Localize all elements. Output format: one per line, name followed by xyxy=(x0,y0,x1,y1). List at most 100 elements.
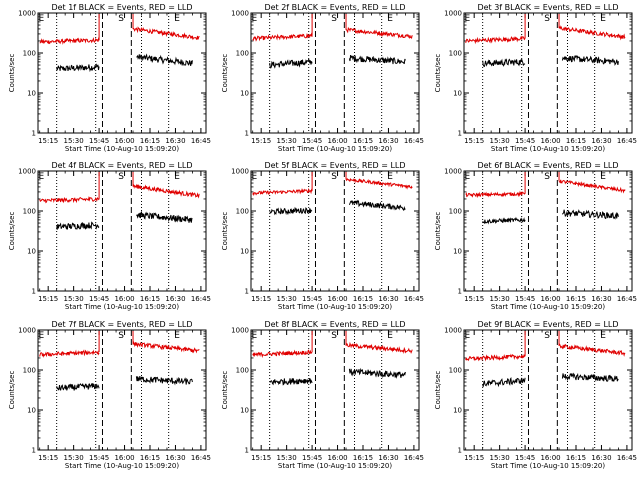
y-tick-label: 10 xyxy=(453,407,462,415)
x-tick-label: 16:45 xyxy=(617,295,637,303)
y-tick-label: 100 xyxy=(23,50,36,58)
x-tick-label: 15:30 xyxy=(64,137,84,145)
x-tick-label: 16:00 xyxy=(540,295,560,303)
phase-marker-label: S xyxy=(331,172,337,182)
x-tick-label: 15:45 xyxy=(515,454,535,462)
x-axis-label: Start Time (10-Aug-10 15:09:20) xyxy=(65,303,179,311)
x-tick-label: 16:15 xyxy=(566,454,586,462)
x-tick-label: 16:00 xyxy=(114,295,134,303)
panel-title: Det 4f BLACK = Events, RED = LLD xyxy=(51,161,192,170)
x-tick-label: 15:30 xyxy=(64,295,84,303)
events-series-line xyxy=(348,367,406,379)
panel-title: Det 7f BLACK = Events, RED = LLD xyxy=(51,320,192,329)
phase-marker-label: E xyxy=(39,331,45,341)
x-tick-label: 15:45 xyxy=(89,295,109,303)
x-tick-label: 15:15 xyxy=(464,295,484,303)
lld-series-line xyxy=(465,190,526,199)
chart-panel: Det 2f BLACK = Events, RED = LLD 1 10 100 10… xyxy=(221,3,424,153)
phase-marker-label: E xyxy=(252,331,258,341)
chart-panel: Det 6f BLACK = Events, RED = LLD 1 10 100 10… xyxy=(434,161,637,311)
x-tick-label: 15:45 xyxy=(515,295,535,303)
lld-series-line xyxy=(39,349,100,358)
y-tick-label: 10 xyxy=(27,90,36,98)
phase-marker-label: S xyxy=(118,172,124,182)
panels: Det 1f BLACK = Events, RED = LLD 1 10 100 10… xyxy=(8,3,637,470)
events-series-line xyxy=(348,199,406,212)
x-tick-label: 16:45 xyxy=(191,454,211,462)
x-tick-label: 15:15 xyxy=(38,454,58,462)
x-axis-label: Start Time (10-Aug-10 15:09:20) xyxy=(491,303,605,311)
y-tick-label: 1000 xyxy=(444,327,462,335)
y-tick-label: 100 xyxy=(23,367,36,375)
x-tick-label: 16:45 xyxy=(617,137,637,145)
x-tick-label: 16:30 xyxy=(165,295,185,303)
x-tick-label: 15:45 xyxy=(89,454,109,462)
y-tick-label: 100 xyxy=(449,367,462,375)
lld-series-line xyxy=(39,37,100,45)
y-tick-label: 10 xyxy=(240,90,249,98)
x-tick-label: 15:30 xyxy=(64,454,84,462)
phase-marker-label: E xyxy=(252,172,258,182)
events-series-line xyxy=(482,57,526,68)
phase-marker-label: S xyxy=(544,172,550,182)
panel-title: Det 3f BLACK = Events, RED = LLD xyxy=(477,3,618,12)
plot-frame xyxy=(250,170,420,292)
y-tick-label: 10 xyxy=(240,248,249,256)
y-tick-label: 1 xyxy=(458,447,462,455)
y-tick-label: 100 xyxy=(449,50,462,58)
x-tick-label: 16:30 xyxy=(591,295,611,303)
phase-marker-label: E xyxy=(174,14,180,24)
events-series-line xyxy=(269,58,313,69)
x-tick-label: 16:00 xyxy=(114,454,134,462)
y-tick-label: 1000 xyxy=(231,168,249,176)
panel-title: Det 1f BLACK = Events, RED = LLD xyxy=(51,3,192,12)
lld-series-line xyxy=(465,353,526,362)
chart-panel: Det 5f BLACK = Events, RED = LLD 1 10 100 10… xyxy=(221,161,424,311)
plot-frame xyxy=(250,12,420,134)
x-tick-label: 15:45 xyxy=(515,137,535,145)
x-tick-label: 16:00 xyxy=(327,295,347,303)
phase-marker-label: E xyxy=(387,172,393,182)
x-tick-label: 15:45 xyxy=(302,454,322,462)
x-tick-label: 16:45 xyxy=(617,454,637,462)
phase-marker-label: E xyxy=(387,331,393,341)
lld-series-line xyxy=(558,343,626,357)
x-tick-label: 16:00 xyxy=(327,137,347,145)
y-tick-label: 10 xyxy=(27,407,36,415)
x-tick-label: 15:15 xyxy=(38,137,58,145)
y-axis-label: Counts/sec xyxy=(221,371,229,410)
x-axis-label: Start Time (10-Aug-10 15:09:20) xyxy=(65,145,179,153)
chart-panel: Det 9f BLACK = Events, RED = LLD 1 10 100 10… xyxy=(434,320,637,470)
y-tick-label: 10 xyxy=(27,248,36,256)
phase-marker-label: S xyxy=(544,331,550,341)
y-tick-label: 100 xyxy=(449,208,462,216)
lld-series-line xyxy=(252,32,313,42)
events-series-line xyxy=(348,55,406,65)
x-axis-label: Start Time (10-Aug-10 15:09:20) xyxy=(278,462,392,470)
plot-frame xyxy=(250,329,420,451)
x-tick-label: 16:45 xyxy=(404,137,424,145)
x-tick-label: 16:15 xyxy=(566,137,586,145)
y-tick-label: 1 xyxy=(32,447,36,455)
panel-title: Det 6f BLACK = Events, RED = LLD xyxy=(477,161,618,170)
y-axis-label: Counts/sec xyxy=(221,212,229,251)
x-tick-label: 16:15 xyxy=(140,454,160,462)
plot-frame xyxy=(463,329,633,451)
phase-marker-label: E xyxy=(252,14,258,24)
y-tick-label: 1 xyxy=(245,288,249,296)
phase-marker-label: E xyxy=(387,14,393,24)
y-tick-label: 100 xyxy=(236,50,249,58)
x-tick-label: 15:15 xyxy=(251,454,271,462)
events-series-line xyxy=(269,206,313,216)
lld-series-line xyxy=(132,183,200,199)
chart-panel: Det 3f BLACK = Events, RED = LLD 1 10 100 10… xyxy=(434,3,637,153)
x-tick-label: 16:30 xyxy=(165,454,185,462)
y-tick-label: 10 xyxy=(240,407,249,415)
events-series-line xyxy=(56,221,100,230)
events-series-line xyxy=(482,216,526,225)
x-tick-label: 15:30 xyxy=(490,137,510,145)
lld-series-line xyxy=(345,341,413,354)
x-tick-label: 16:45 xyxy=(404,454,424,462)
y-axis-label: Counts/sec xyxy=(434,371,442,410)
x-tick-label: 16:45 xyxy=(191,295,211,303)
